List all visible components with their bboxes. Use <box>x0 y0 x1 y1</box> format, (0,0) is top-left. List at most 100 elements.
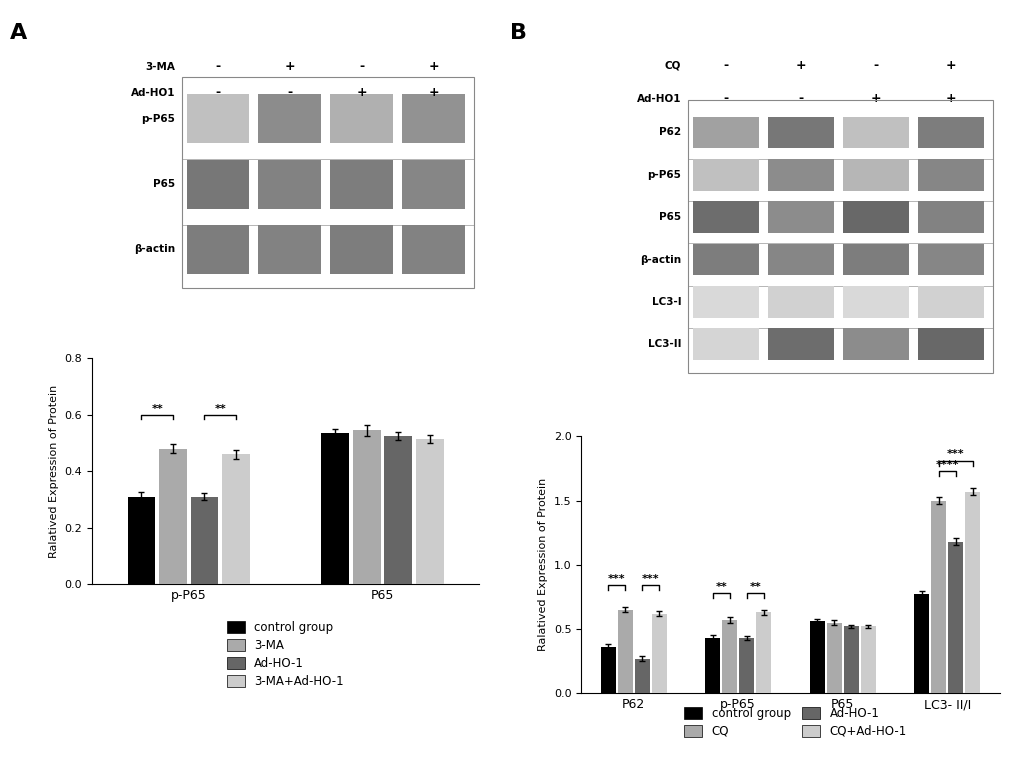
Text: **: ** <box>749 582 760 592</box>
Bar <box>127 497 155 584</box>
Bar <box>948 541 962 693</box>
Text: CQ: CQ <box>664 60 681 70</box>
FancyBboxPatch shape <box>330 94 392 143</box>
Bar <box>826 622 841 693</box>
Text: β-actin: β-actin <box>135 245 175 255</box>
Text: -: - <box>359 61 364 73</box>
Text: ***: *** <box>641 574 659 584</box>
Bar <box>739 638 753 693</box>
Bar <box>353 430 380 584</box>
Text: ***: *** <box>946 449 964 460</box>
Bar <box>159 449 186 584</box>
FancyBboxPatch shape <box>186 94 250 143</box>
FancyBboxPatch shape <box>843 244 908 276</box>
Text: A: A <box>10 23 28 44</box>
Text: +: + <box>870 92 880 105</box>
Text: -: - <box>215 61 220 73</box>
Text: p-P65: p-P65 <box>647 170 681 180</box>
Text: **: ** <box>214 404 226 414</box>
Text: +: + <box>945 58 956 72</box>
Text: +: + <box>428 86 438 100</box>
Text: P65: P65 <box>153 179 175 189</box>
FancyBboxPatch shape <box>693 117 758 148</box>
FancyBboxPatch shape <box>693 159 758 191</box>
Bar <box>809 622 824 693</box>
FancyBboxPatch shape <box>258 94 321 143</box>
FancyBboxPatch shape <box>258 160 321 209</box>
FancyBboxPatch shape <box>401 94 465 143</box>
FancyBboxPatch shape <box>767 329 834 360</box>
FancyBboxPatch shape <box>330 160 392 209</box>
FancyBboxPatch shape <box>258 225 321 274</box>
FancyBboxPatch shape <box>767 117 834 148</box>
Bar <box>416 439 443 584</box>
FancyBboxPatch shape <box>693 286 758 318</box>
Text: P62: P62 <box>658 128 681 137</box>
Bar <box>600 647 615 693</box>
FancyBboxPatch shape <box>186 160 250 209</box>
Text: -: - <box>215 86 220 100</box>
Text: +: + <box>795 58 806 72</box>
Text: **: ** <box>714 582 727 592</box>
Bar <box>191 497 218 584</box>
Text: 3-MA: 3-MA <box>146 62 175 72</box>
Text: B: B <box>510 23 527 44</box>
FancyBboxPatch shape <box>917 244 983 276</box>
Bar <box>222 454 250 584</box>
Bar <box>913 594 928 693</box>
Bar <box>843 626 858 693</box>
Text: β-actin: β-actin <box>640 255 681 265</box>
FancyBboxPatch shape <box>693 201 758 233</box>
Bar <box>930 501 946 693</box>
FancyBboxPatch shape <box>767 159 834 191</box>
Text: p-P65: p-P65 <box>142 114 175 124</box>
FancyBboxPatch shape <box>693 329 758 360</box>
FancyBboxPatch shape <box>330 225 392 274</box>
Text: ***: *** <box>607 574 625 584</box>
Text: -: - <box>287 86 292 100</box>
Legend: control group, CQ, Ad-HO-1, CQ+Ad-HO-1: control group, CQ, Ad-HO-1, CQ+Ad-HO-1 <box>684 707 906 738</box>
FancyBboxPatch shape <box>843 286 908 318</box>
FancyBboxPatch shape <box>401 160 465 209</box>
Text: +: + <box>356 86 367 100</box>
Bar <box>651 614 666 693</box>
Bar <box>755 612 770 693</box>
FancyBboxPatch shape <box>917 159 983 191</box>
FancyBboxPatch shape <box>693 244 758 276</box>
Bar <box>634 658 649 693</box>
Text: -: - <box>722 92 728 105</box>
FancyBboxPatch shape <box>843 117 908 148</box>
Legend: control group, 3-MA, Ad-HO-1, 3-MA+Ad-HO-1: control group, 3-MA, Ad-HO-1, 3-MA+Ad-HO… <box>227 622 343 688</box>
FancyBboxPatch shape <box>767 244 834 276</box>
FancyBboxPatch shape <box>917 117 983 148</box>
Bar <box>860 626 875 693</box>
Bar <box>618 610 632 693</box>
Bar <box>721 620 737 693</box>
Bar <box>384 436 412 584</box>
FancyBboxPatch shape <box>843 159 908 191</box>
FancyBboxPatch shape <box>767 201 834 233</box>
Bar <box>704 638 719 693</box>
Text: +: + <box>945 92 956 105</box>
Y-axis label: Ralatived Expression of Protein: Ralatived Expression of Protein <box>538 478 548 651</box>
FancyBboxPatch shape <box>401 225 465 274</box>
Text: LC3-II: LC3-II <box>647 340 681 349</box>
Text: P65: P65 <box>658 212 681 222</box>
FancyBboxPatch shape <box>767 286 834 318</box>
Text: LC3-I: LC3-I <box>651 297 681 307</box>
Bar <box>321 433 348 584</box>
Text: -: - <box>722 58 728 72</box>
FancyBboxPatch shape <box>917 329 983 360</box>
FancyBboxPatch shape <box>843 201 908 233</box>
Bar <box>964 492 979 693</box>
Text: Ad-HO1: Ad-HO1 <box>130 88 175 98</box>
Text: **: ** <box>151 404 163 414</box>
FancyBboxPatch shape <box>917 286 983 318</box>
FancyBboxPatch shape <box>186 225 250 274</box>
Y-axis label: Ralatived Expression of Protein: Ralatived Expression of Protein <box>49 385 59 558</box>
Text: Ad-HO1: Ad-HO1 <box>636 93 681 104</box>
Text: ****: **** <box>934 460 958 470</box>
Text: +: + <box>428 61 438 73</box>
Text: -: - <box>872 58 877 72</box>
FancyBboxPatch shape <box>843 329 908 360</box>
